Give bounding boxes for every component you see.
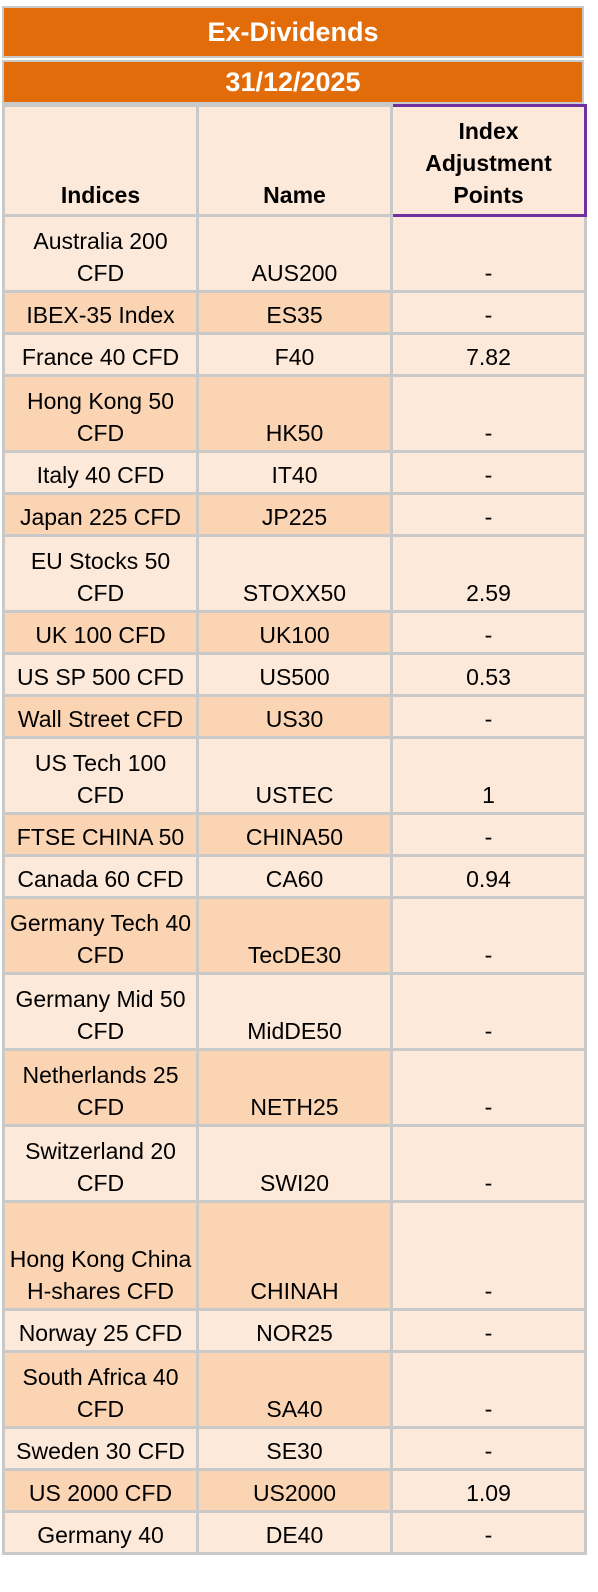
name-cell: NETH25 [196,1048,393,1127]
table-row: Hong Kong China H-shares CFD CHINAH - [2,1200,587,1311]
adjustment-points-cell: - [390,1350,587,1429]
adjustment-points-cell: 0.53 [390,652,587,697]
table-row: US SP 500 CFD US500 0.53 [2,652,587,697]
adjustment-points-cell: 0.94 [390,854,587,899]
name-cell: MidDE50 [196,972,393,1051]
table-row: Germany 40 DE40- [2,1510,587,1555]
name-cell: DE40 [196,1510,393,1555]
name-cell: TecDE30 [196,896,393,975]
adjustment-points-cell: - [390,290,587,335]
index-cell: IBEX-35 Index [2,290,199,335]
name-cell: JP225 [196,492,393,537]
table-row: US 2000 CFD US2000 1.09 [2,1468,587,1513]
table-row: Switzerland 20 CFD SWI20- [2,1124,587,1203]
ex-dividends-table: Indices Name Index Adjustment Points Aus… [2,104,587,1555]
name-cell: UK100 [196,610,393,655]
adjustment-points-cell: - [390,1124,587,1203]
index-cell: Germany 40 [2,1510,199,1555]
name-cell: ES35 [196,290,393,335]
table-row: Germany Mid 50 CFD MidDE50- [2,972,587,1051]
index-cell: UK 100 CFD [2,610,199,655]
index-cell: Switzerland 20 CFD [2,1124,199,1203]
table-row: Italy 40 CFD IT40- [2,450,587,495]
name-cell: US2000 [196,1468,393,1513]
table-row: Sweden 30 CFD SE30- [2,1426,587,1471]
table-row: Germany Tech 40 CFD TecDE30- [2,896,587,975]
adjustment-points-cell: - [390,896,587,975]
index-cell: US SP 500 CFD [2,652,199,697]
index-cell: Hong Kong China H-shares CFD [2,1200,199,1311]
name-cell: CHINAH [196,1200,393,1311]
name-cell: SE30 [196,1426,393,1471]
index-cell: Australia 200 CFD [2,214,199,293]
adjustment-points-cell: - [390,812,587,857]
table-row: Norway 25 CFD NOR25- [2,1308,587,1353]
adjustment-points-cell: - [390,1426,587,1471]
table-row: Wall Street CFD US30- [2,694,587,739]
adjustment-points-cell: - [390,1200,587,1311]
adjustment-points-cell: 1.09 [390,1468,587,1513]
index-cell: Italy 40 CFD [2,450,199,495]
column-header-indices: Indices [2,104,199,217]
name-cell: STOXX50 [196,534,393,613]
name-cell: US500 [196,652,393,697]
table-row: Australia 200 CFD AUS200- [2,214,587,293]
index-cell: Germany Mid 50 CFD [2,972,199,1051]
table-row: US Tech 100 CFD USTEC 1 [2,736,587,815]
index-cell: FTSE CHINA 50 [2,812,199,857]
name-cell: AUS200 [196,214,393,293]
adjustment-points-cell: 2.59 [390,534,587,613]
adjustment-points-cell: - [390,694,587,739]
name-cell: USTEC [196,736,393,815]
adjustment-points-cell: - [390,214,587,293]
adjustment-points-cell: - [390,374,587,453]
adjustment-points-cell: - [390,1510,587,1555]
name-cell: SWI20 [196,1124,393,1203]
index-cell: Sweden 30 CFD [2,1426,199,1471]
name-cell: US30 [196,694,393,739]
adjustment-points-cell: - [390,492,587,537]
table-date: 31/12/2025 [2,60,584,104]
name-cell: NOR25 [196,1308,393,1353]
index-cell: Hong Kong 50 CFD [2,374,199,453]
index-cell: France 40 CFD [2,332,199,377]
adjustment-points-cell: - [390,1048,587,1127]
table-row: Canada 60 CFD CA60 0.94 [2,854,587,899]
index-cell: Germany Tech 40 CFD [2,896,199,975]
index-cell: US 2000 CFD [2,1468,199,1513]
index-cell: Canada 60 CFD [2,854,199,899]
index-cell: US Tech 100 CFD [2,736,199,815]
table-title: Ex-Dividends [2,6,584,58]
name-cell: F40 [196,332,393,377]
name-cell: HK50 [196,374,393,453]
table-row: IBEX-35 Index ES35- [2,290,587,335]
index-cell: South Africa 40 CFD [2,1350,199,1429]
adjustment-points-cell: - [390,450,587,495]
index-cell: Norway 25 CFD [2,1308,199,1353]
table-row: South Africa 40 CFD SA40- [2,1350,587,1429]
index-cell: Netherlands 25 CFD [2,1048,199,1127]
adjustment-points-cell: - [390,610,587,655]
table-row: FTSE CHINA 50 CHINA50- [2,812,587,857]
index-cell: Wall Street CFD [2,694,199,739]
table-row: Netherlands 25 CFD NETH25- [2,1048,587,1127]
table-row: Japan 225 CFD JP225- [2,492,587,537]
table-row: France 40 CFD F40 7.82 [2,332,587,377]
index-cell: EU Stocks 50 CFD [2,534,199,613]
column-header-name: Name [196,104,393,217]
column-header-adjustment-points: Index Adjustment Points [390,104,587,217]
name-cell: SA40 [196,1350,393,1429]
adjustment-points-cell: 1 [390,736,587,815]
table-row: Hong Kong 50 CFD HK50- [2,374,587,453]
name-cell: IT40 [196,450,393,495]
adjustment-points-cell: 7.82 [390,332,587,377]
table-row: EU Stocks 50 CFD STOXX50 2.59 [2,534,587,613]
name-cell: CA60 [196,854,393,899]
table-row: UK 100 CFD UK100- [2,610,587,655]
index-cell: Japan 225 CFD [2,492,199,537]
adjustment-points-cell: - [390,972,587,1051]
name-cell: CHINA50 [196,812,393,857]
adjustment-points-cell: - [390,1308,587,1353]
